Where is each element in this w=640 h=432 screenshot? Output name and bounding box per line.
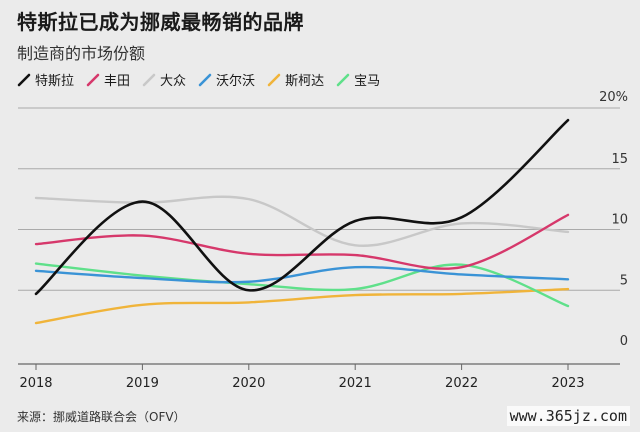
legend-swatch [17, 73, 31, 87]
legend-label: 丰田 [104, 74, 131, 89]
y-tick-label: 0 [620, 334, 628, 349]
legend-swatch [86, 73, 100, 87]
series-line-3 [34, 195, 570, 247]
x-tick-label: 2019 [126, 376, 159, 391]
legend-swatch [267, 73, 281, 87]
series-line-6 [34, 262, 570, 308]
chart-title: 特斯拉已成为挪威最畅销的品牌 [17, 10, 304, 34]
legend-swatch [142, 73, 156, 87]
legend-label: 大众 [160, 74, 187, 89]
x-tick-label: 2022 [445, 376, 478, 391]
legend-label: 特斯拉 [35, 74, 75, 89]
legend-item: 沃尔沃 [198, 70, 255, 89]
legend-label: 沃尔沃 [216, 74, 256, 89]
legend-item: 丰田 [86, 70, 130, 89]
chart-subtitle: 制造商的市场份额 [17, 44, 146, 63]
series-line-4 [34, 265, 570, 284]
y-tick-label: 15 [611, 152, 628, 167]
legend-label: 斯柯达 [285, 74, 325, 89]
legend-swatch [336, 73, 350, 87]
y-tick-label: 5 [620, 273, 628, 288]
x-tick-label: 2021 [339, 376, 372, 391]
legend-item: 宝马 [336, 70, 380, 89]
legend-item: 斯柯达 [267, 70, 324, 89]
x-tick-label: 2018 [19, 376, 52, 391]
y-tick-label: 10 [611, 213, 628, 228]
series-line-2 [34, 213, 570, 270]
series-line-5 [34, 287, 570, 325]
legend-swatch [198, 73, 212, 87]
legend-item: 特斯拉 [17, 70, 74, 89]
source-note: 来源：挪威道路联合会（OFV） [17, 410, 186, 424]
x-tick-label: 2020 [232, 376, 265, 391]
legend-label: 宝马 [354, 74, 381, 89]
y-tick-label: 20% [599, 90, 628, 105]
x-tick-label: 2023 [551, 376, 584, 391]
legend-item: 大众 [142, 70, 186, 89]
watermark: www.365jz.com [506, 406, 630, 426]
chart-legend: 特斯拉 丰田 大众 沃尔沃 斯柯达 宝马 [17, 70, 380, 89]
series-line-1 [34, 118, 570, 296]
